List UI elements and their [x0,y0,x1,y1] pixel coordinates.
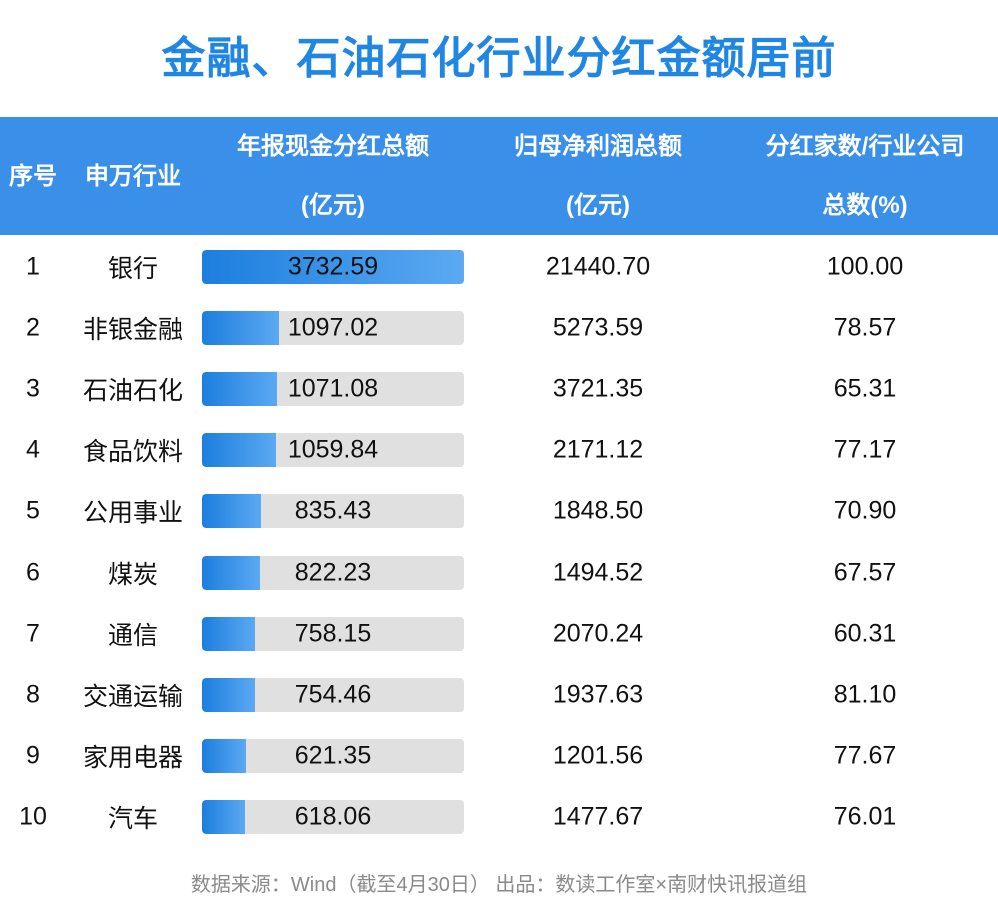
table-cell: 1071.08 [287,374,379,403]
table-cell: 公用事业 [82,499,183,528]
table-cell: 9 [26,741,40,770]
bar-track [202,494,464,529]
column-header: 申万行业 [68,117,198,235]
table-cell: 1201.56 [552,741,644,770]
header-line: (亿元) [566,192,630,219]
table-cell: 6 [26,558,40,586]
table-cell: 21440.70 [545,252,651,281]
column-header: 分红家数/行业公司 总数(%) [740,117,990,235]
data-bar [202,433,277,468]
table-cell: 3721.35 [552,374,644,403]
table-cell: 汽车 [107,804,158,833]
table-cell: 1 [26,252,40,281]
bar-track [202,433,464,468]
data-bar [202,677,255,712]
header-line: (亿元) [301,192,365,219]
bar-track [202,311,464,346]
table-cell: 家用电器 [82,743,183,772]
data-bar [202,372,278,407]
table-cell: 70.90 [833,496,897,525]
header-line: 年报现金分红总额 [237,133,429,160]
bar-track [202,677,464,712]
table-cell: 65.31 [833,374,897,403]
data-bar [202,799,246,834]
bar-track [202,250,464,284]
bar-track [202,555,464,590]
data-bar [202,311,279,346]
table-cell: 621.35 [294,741,372,770]
bar-track [202,616,464,651]
table-cell: 8 [26,680,40,709]
table-cell: 77.17 [833,435,897,464]
table-cell: 1059.84 [287,435,379,464]
column-header: 序号 [0,117,66,235]
table-cell: 3 [26,374,40,403]
table-cell: 60.31 [833,619,897,648]
data-bar [202,738,246,773]
table-cell: 1848.50 [552,496,644,525]
header-line: 申万行业 [85,162,181,190]
table-cell: 银行 [107,255,158,283]
table-cell: 822.23 [294,558,372,586]
table-cell: 食品饮料 [82,438,183,467]
table-cell: 5273.59 [552,313,644,342]
bar-track [202,799,464,834]
header-line: 总数(%) [822,192,908,219]
table-cell: 1477.67 [552,802,644,831]
data-bar [202,555,260,590]
table-cell: 2070.24 [552,619,644,648]
table-cell: 754.46 [294,680,372,709]
table-cell: 通信 [107,621,158,650]
table-header: 序号 申万行业 年报现金分红总额 (亿元) 归母净利润总额 (亿元) 分红家数/行业公司 总数… [0,117,998,235]
column-header: 年报现金分红总额 (亿元) [198,117,468,235]
header-line: 归母净利润总额 [514,133,682,160]
table-cell: 石油石化 [82,377,183,406]
table-cell: 76.01 [833,802,897,831]
title: 金融、石油石化行业分红金额居前 [161,34,837,83]
bar-track [202,372,464,407]
table-cell: 78.57 [833,313,897,342]
data-bar [202,250,464,284]
footer: 数据来源：Wind（截至4月30日） 出品：数读工作室×南财快讯报道组 [190,874,808,896]
data-bar [202,616,256,651]
table-cell: 10 [19,802,47,831]
bar-track [202,738,464,773]
table-cell: 77.67 [833,741,897,770]
header-line: 分红家数/行业公司 [765,133,965,160]
data-bar [202,494,261,529]
table-cell: 835.43 [294,496,372,525]
table-cell: 81.10 [833,680,897,709]
table-cell: 交通运输 [82,682,183,711]
table-cell: 非银金融 [82,316,183,345]
table-cell: 100.00 [826,252,904,281]
table-cell: 758.15 [294,619,372,648]
table-cell: 1097.02 [287,313,379,342]
table-cell: 2 [26,313,40,342]
table-cell: 3732.59 [287,252,379,281]
table-cell: 4 [26,435,40,464]
table-cell: 1937.63 [552,680,644,709]
table-cell: 618.06 [294,802,372,831]
table-cell: 7 [26,619,40,648]
table-cell: 2171.12 [552,435,644,464]
table-cell: 67.57 [833,558,897,586]
column-header: 归母净利润总额 (亿元) [468,117,728,235]
header-line: 序号 [9,162,57,190]
table-cell: 煤炭 [107,560,158,589]
table-cell: 5 [26,496,40,525]
table-cell: 1494.52 [552,558,644,586]
